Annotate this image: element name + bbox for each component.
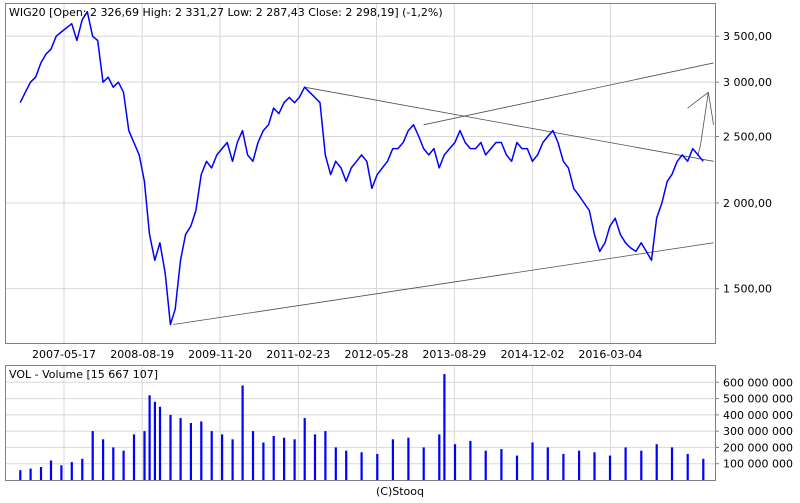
volume-y-tick-label: 100 000 000 <box>723 458 793 471</box>
volume-bar <box>531 442 534 480</box>
volume-bar <box>132 434 136 480</box>
volume-bar <box>112 447 115 480</box>
volume-bar <box>484 450 487 480</box>
volume-bar <box>272 436 275 480</box>
volume-bar <box>148 395 151 480</box>
volume-bar <box>231 439 234 480</box>
trendline <box>697 146 701 156</box>
volume-bar <box>360 452 363 480</box>
volume-bar <box>469 440 472 480</box>
volume-bar <box>407 437 410 480</box>
volume-bar <box>686 453 689 480</box>
volume-bar <box>438 434 441 480</box>
volume-bar <box>122 450 125 480</box>
volume-plot-area <box>5 365 716 481</box>
volume-chart-title: VOL - Volume [15 667 107] <box>9 368 158 381</box>
x-tick-label: 2013-08-29 <box>422 348 486 361</box>
trendline <box>304 86 714 162</box>
volume-y-tick-label: 600 000 000 <box>723 376 793 389</box>
trendline <box>687 91 709 109</box>
y-tick-label: 1 500,00 <box>723 283 772 296</box>
volume-bar <box>210 431 213 480</box>
volume-bar <box>670 447 674 480</box>
volume-bar <box>70 462 73 480</box>
volume-bar <box>624 447 627 480</box>
volume-bar <box>515 455 519 480</box>
volume-bar <box>241 385 244 480</box>
volume-bar <box>324 431 327 480</box>
volume-bar <box>39 467 43 480</box>
volume-bar <box>169 414 172 480</box>
volume-bar <box>189 423 192 480</box>
volume-bar <box>81 458 84 480</box>
volume-bar <box>546 447 549 480</box>
x-tick-label: 2014-12-02 <box>501 348 565 361</box>
volume-y-tick-label: 200 000 000 <box>723 441 793 454</box>
price-series-line <box>19 10 704 326</box>
volume-bar <box>443 374 446 480</box>
y-tick-label: 2 500,00 <box>723 130 772 143</box>
price-plot-area <box>5 3 716 344</box>
trendline <box>423 62 714 126</box>
volume-bar <box>655 444 658 480</box>
volume-bar <box>453 444 457 480</box>
volume-bar <box>593 452 596 480</box>
volume-bar <box>303 418 306 480</box>
volume-bar <box>29 468 32 480</box>
footer-credit: (C)Stooq <box>376 485 424 498</box>
volume-bar <box>293 439 296 480</box>
volume-bar <box>19 470 22 480</box>
price-chart-title: WIG20 [Open: 2 326,69 High: 2 331,27 Low… <box>9 6 443 19</box>
volume-bar <box>158 406 162 480</box>
volume-bar <box>283 437 286 480</box>
volume-bar <box>60 465 63 480</box>
x-tick-label: 2016-03-04 <box>578 348 642 361</box>
volume-y-tick-label: 500 000 000 <box>723 393 793 406</box>
volume-bar <box>500 449 503 480</box>
x-tick-label: 2009-11-20 <box>188 348 252 361</box>
volume-bar <box>391 439 394 480</box>
volume-bar <box>179 418 182 480</box>
volume-bar <box>422 447 425 480</box>
volume-bar <box>143 431 146 480</box>
trendline <box>707 92 714 125</box>
volume-y-tick-label: 400 000 000 <box>723 409 793 422</box>
x-tick-label: 2008-08-19 <box>110 348 174 361</box>
volume-bar <box>262 442 265 480</box>
volume-bar <box>608 455 612 480</box>
volume-bar <box>640 450 643 480</box>
trendline <box>699 92 709 147</box>
volume-bar <box>702 458 705 480</box>
volume-bar <box>200 421 203 480</box>
trendline <box>173 242 714 325</box>
volume-bar <box>153 401 156 480</box>
volume-bar <box>49 460 53 480</box>
y-tick-label: 3 500,00 <box>723 30 772 43</box>
volume-bar <box>221 434 224 480</box>
volume-bar <box>376 453 379 480</box>
x-tick-label: 2011-02-23 <box>266 348 330 361</box>
volume-bar <box>91 431 94 480</box>
volume-y-tick-label: 300 000 000 <box>723 425 793 438</box>
volume-bar <box>578 450 581 480</box>
volume-bar <box>562 453 565 480</box>
x-tick-label: 2007-05-17 <box>32 348 96 361</box>
volume-bar <box>345 450 348 480</box>
x-tick-label: 2012-05-28 <box>345 348 409 361</box>
y-tick-label: 3 000,00 <box>723 76 772 89</box>
volume-bar <box>102 439 105 480</box>
volume-bar <box>313 434 317 480</box>
volume-bar <box>251 431 255 480</box>
volume-bar <box>334 447 337 480</box>
y-tick-label: 2 000,00 <box>723 197 772 210</box>
